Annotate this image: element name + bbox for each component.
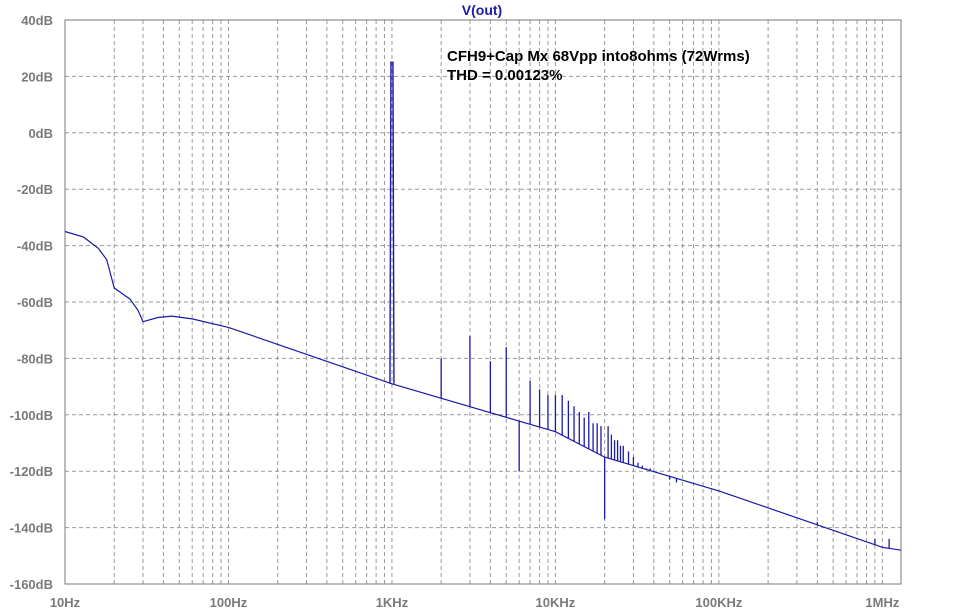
y-tick-label: -160dB [10, 577, 53, 592]
peak-marker [389, 61, 395, 384]
y-tick-label: -100dB [10, 408, 53, 423]
y-tick-label: -40dB [17, 239, 53, 254]
x-tick-label: 1KHz [376, 595, 409, 610]
y-tick-label: -20dB [17, 182, 53, 197]
axis-ticks: 40dB 20dB 0dB -20dB -40dB -60dB -80dB -100dB -12… [10, 13, 900, 610]
chart-title: V(out) [462, 2, 502, 18]
x-tick-label: 10KHz [536, 595, 576, 610]
grid [65, 20, 901, 584]
y-tick-label: 40dB [21, 13, 53, 28]
x-tick-label: 100Hz [210, 595, 248, 610]
x-tick-label: 10Hz [50, 595, 81, 610]
annotation-title: CFH9+Cap Mx 68Vpp into8ohms (72Wrms) [447, 48, 750, 65]
y-tick-label: -60dB [17, 295, 53, 310]
noise-floor-line [64, 230, 902, 551]
plot-frame [64, 19, 902, 585]
y-tick-label: 20dB [21, 69, 53, 84]
y-tick-label: -80dB [17, 351, 53, 366]
y-tick-label: 0dB [28, 126, 53, 141]
x-tick-label: 100KHz [695, 595, 742, 610]
annotation-thd: THD = 0.00123% [447, 67, 562, 84]
y-tick-label: -120dB [10, 464, 53, 479]
series-trace [64, 61, 902, 551]
x-tick-label: 1MHz [865, 595, 899, 610]
y-tick-label: -140dB [10, 521, 53, 536]
